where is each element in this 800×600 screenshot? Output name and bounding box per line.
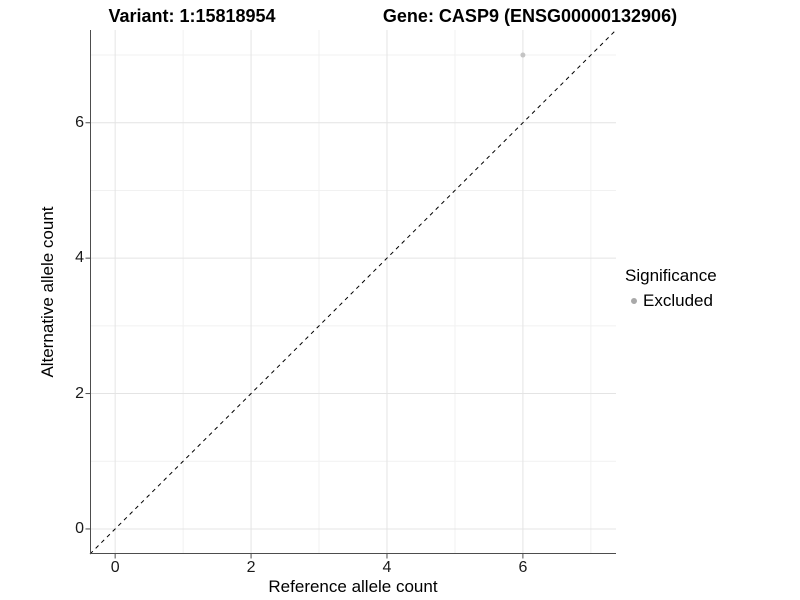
plot-panel	[85, 29, 617, 559]
x-tick-label: 2	[246, 559, 256, 576]
legend: Significance Excluded	[625, 266, 717, 311]
x-tick-label: 6	[518, 559, 528, 576]
identity-dashed-line	[89, 29, 617, 555]
scatter-plot-svg	[85, 29, 617, 559]
y-axis-title: Alternative allele count	[38, 206, 57, 378]
x-tick-label: 0	[110, 559, 120, 576]
y-tick-label: 6	[75, 113, 84, 131]
x-tick-label: 4	[382, 559, 392, 576]
legend-item-excluded: Excluded	[625, 291, 717, 311]
plot-title-variant: Variant: 1:15818954	[108, 6, 276, 26]
data-point	[520, 52, 526, 58]
plot-title-gene: Gene: CASP9 (ENSG00000132906)	[382, 6, 678, 26]
x-axis-title: Reference allele count	[268, 577, 438, 596]
legend-item-label: Excluded	[643, 291, 713, 310]
y-tick-label: 2	[75, 384, 84, 402]
legend-point-icon	[631, 298, 637, 304]
legend-title: Significance	[625, 266, 717, 285]
y-tick-label: 0	[75, 519, 84, 537]
y-tick-label: 4	[75, 249, 84, 267]
